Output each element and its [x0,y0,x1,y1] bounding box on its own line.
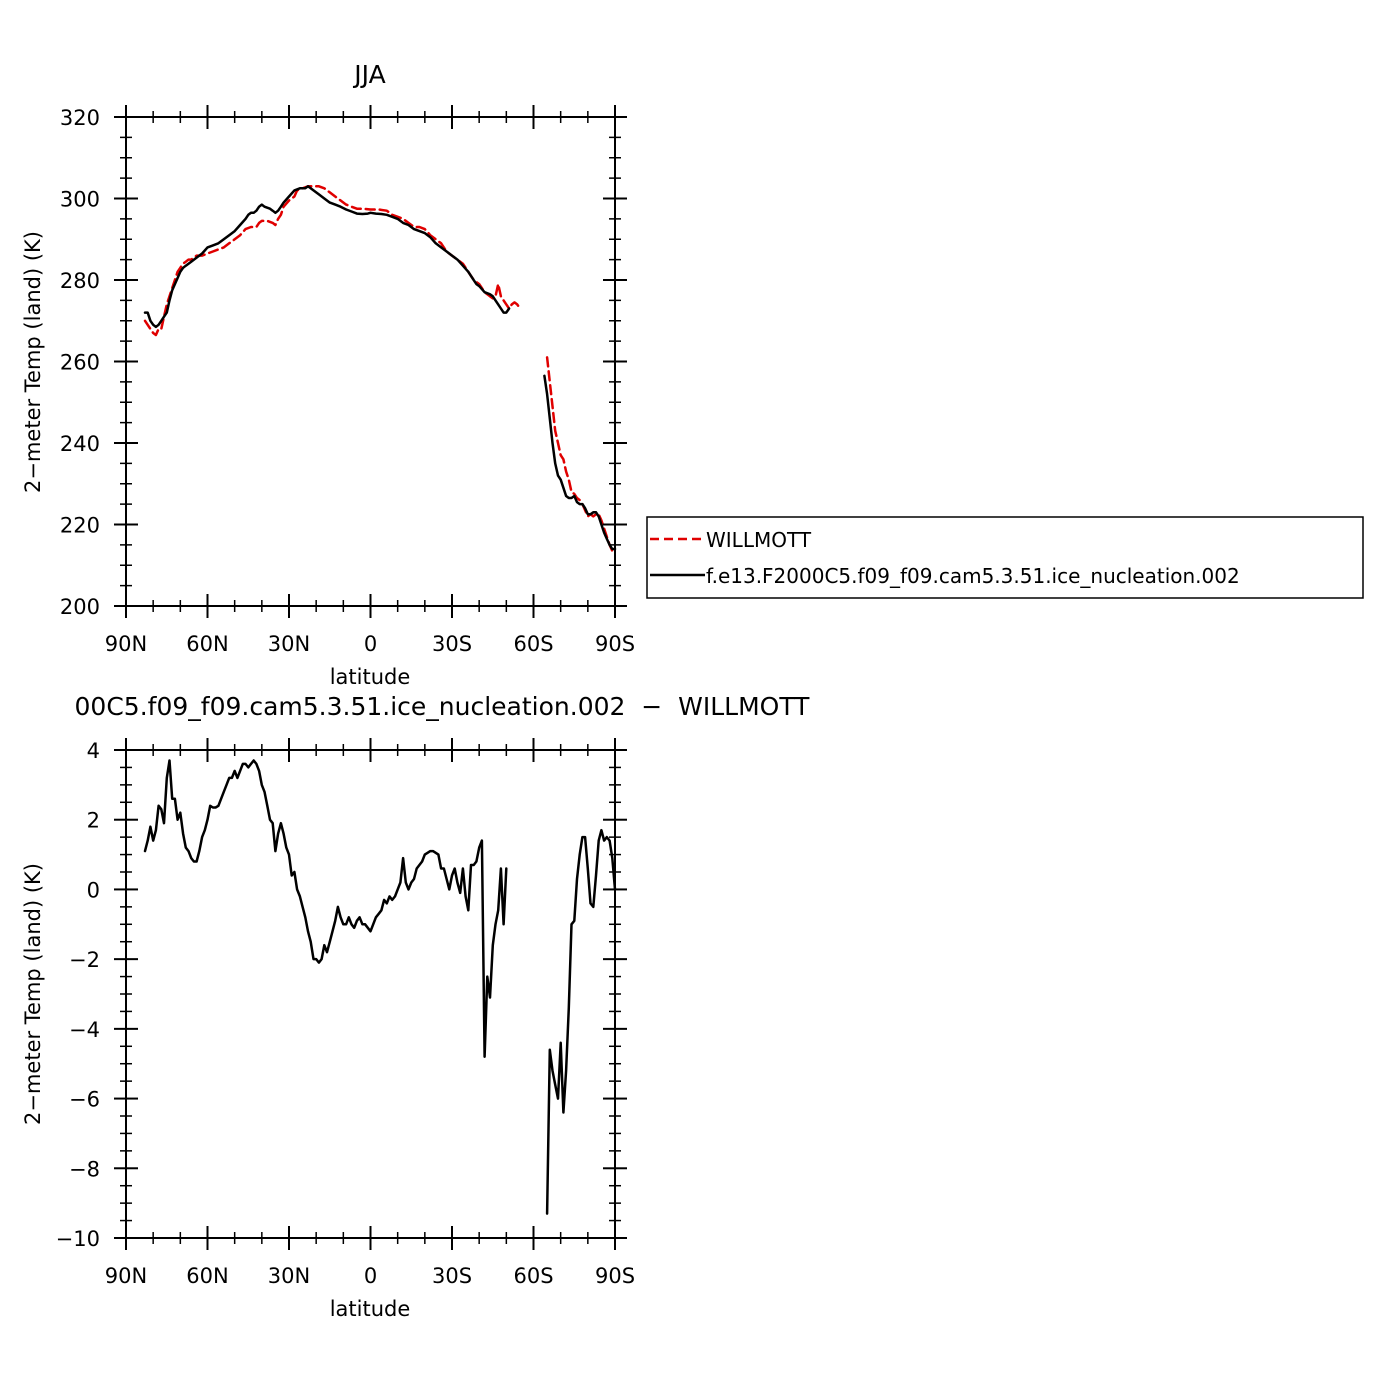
x-tick-label-bottom: 30N [268,1264,310,1288]
y-tick-label-bottom: 0 [87,878,100,902]
x-tick-label-top: 90N [105,632,147,656]
series-line-bottom-0-seg-1 [545,828,617,1215]
chart-title-top: JJA [352,60,385,89]
x-tick-label-bottom: 90N [105,1264,147,1288]
y-tick-label-top: 300 [60,188,100,212]
x-tick-label-top: 0 [364,632,377,656]
x-axis-title-top: latitude [330,665,411,689]
chart-title-bottom: 00C5.f09_f09.cam5.3.51.ice_nucleation.00… [75,692,811,721]
y-tick-label-bottom: 2 [87,809,100,833]
series-line-top-0-seg-1 [545,356,617,553]
x-tick-label-bottom: 60N [186,1264,228,1288]
x-tick-label-top: 60N [186,632,228,656]
x-tick-label-bottom: 30S [432,1264,472,1288]
plot-frame-top [125,116,616,607]
legend-label-willmott: WILLMOTT [706,528,812,552]
plot-frame-bottom [125,749,616,1239]
legend: WILLMOTT f.e13.F2000C5.f09_f09.cam5.3.51… [646,516,1364,599]
x-tick-label-bottom: 90S [595,1264,635,1288]
y-tick-label-bottom: −4 [69,1018,100,1042]
y-tick-label-top: 240 [60,432,100,456]
series-layer-bottom [143,759,617,1215]
series-line-top-1-seg-0 [143,185,511,329]
y-tick-label-bottom: −10 [56,1227,100,1251]
x-tick-label-bottom: 0 [364,1264,377,1288]
y-tick-label-top: 200 [60,595,100,619]
x-tick-label-bottom: 60S [513,1264,553,1288]
y-tick-label-top: 280 [60,269,100,293]
x-tick-label-top: 60S [513,632,553,656]
ticks-layer-bottom: 90N 60N 30N 0 30S 60S 90S 4 2 0 −2 −4 −6 −8 −10 [56,738,635,1288]
series-line-top-0-seg-0 [143,185,522,337]
y-tick-label-bottom: −8 [69,1157,100,1181]
series-layer-top [143,185,617,553]
series-line-top-1-seg-1 [543,374,617,551]
legend-label-model: f.e13.F2000C5.f09_f09.cam5.3.51.ice_nucl… [706,564,1240,588]
y-tick-label-bottom: −2 [69,948,100,972]
x-tick-label-top: 90S [595,632,635,656]
y-tick-label-top: 260 [60,351,100,375]
series-line-bottom-0-seg-0 [143,759,508,1058]
y-axis-title-bottom: 2−meter Temp (land) (K) [21,863,45,1125]
ticks-layer-top: 90N 60N 30N 0 30S 60S 90S 200 220 240 260 280 300 320 [60,105,635,656]
y-tick-label-bottom: −6 [69,1088,100,1112]
panel-bottom: 00C5.f09_f09.cam5.3.51.ice_nucleation.00… [21,692,810,1321]
legend-box [646,516,1364,599]
x-axis-title-bottom: latitude [330,1297,411,1321]
y-tick-label-top: 320 [60,106,100,130]
panel-top: JJA 90N 60N 30N 0 30S 60S 90S 200 220 240 260 280 30… [21,60,635,689]
x-tick-label-top: 30S [432,632,472,656]
y-tick-label-bottom: 4 [87,739,100,763]
y-axis-title-top: 2−meter Temp (land) (K) [21,231,45,493]
x-tick-label-top: 30N [268,632,310,656]
y-tick-label-top: 220 [60,514,100,538]
